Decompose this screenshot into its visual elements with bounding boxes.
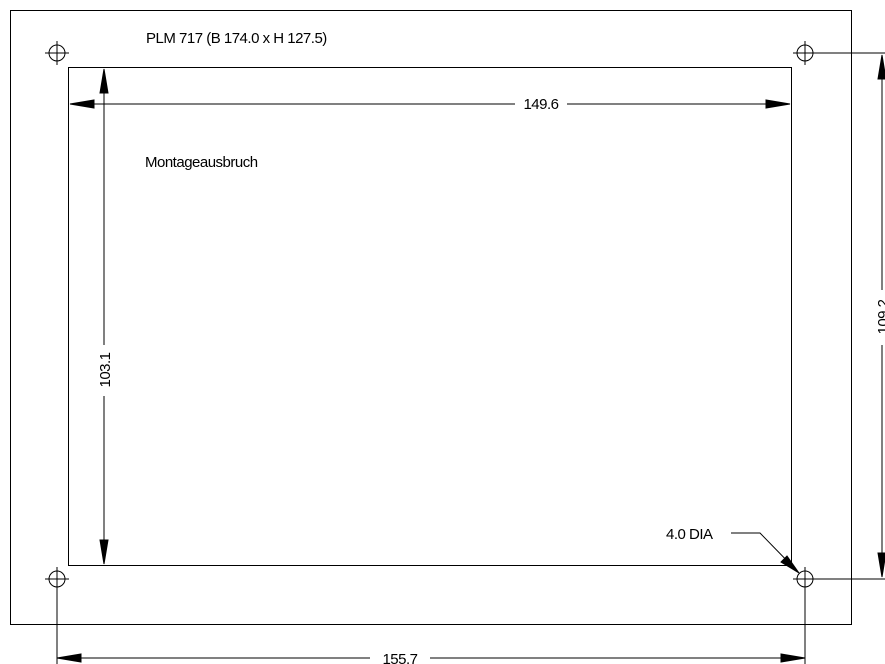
mounting-hole-bottom-left <box>45 567 69 591</box>
mounting-hole-bottom-right <box>793 567 817 591</box>
dimension-cutout-height-label: 103.1 <box>97 352 114 387</box>
dimension-hole-spacing-horizontal-label: 155.7 <box>382 651 417 664</box>
mounting-hole-top-left <box>45 41 69 65</box>
cutout-outline <box>68 67 792 566</box>
dimension-hole-spacing-vertical-label: 109.2 <box>875 299 885 334</box>
dimension-cutout-width-label: 149.6 <box>523 96 558 113</box>
dimension-hole-spacing-horizontal: 155.7 <box>56 590 806 664</box>
dimension-hole-spacing-vertical: 109.2 <box>817 52 885 580</box>
dimension-cutout-height: 103.1 <box>97 68 114 565</box>
panel-outline <box>10 10 852 625</box>
hole-diameter-callout: 4.0 DIA <box>666 526 800 574</box>
panel-title: PLM 717 (B 174.0 x H 127.5) <box>146 30 327 47</box>
mounting-hole-top-right <box>793 41 817 65</box>
hole-diameter-label: 4.0 DIA <box>666 526 713 543</box>
cutout-label: Montageausbruch <box>145 154 258 171</box>
dimension-cutout-width: 149.6 <box>69 96 791 113</box>
